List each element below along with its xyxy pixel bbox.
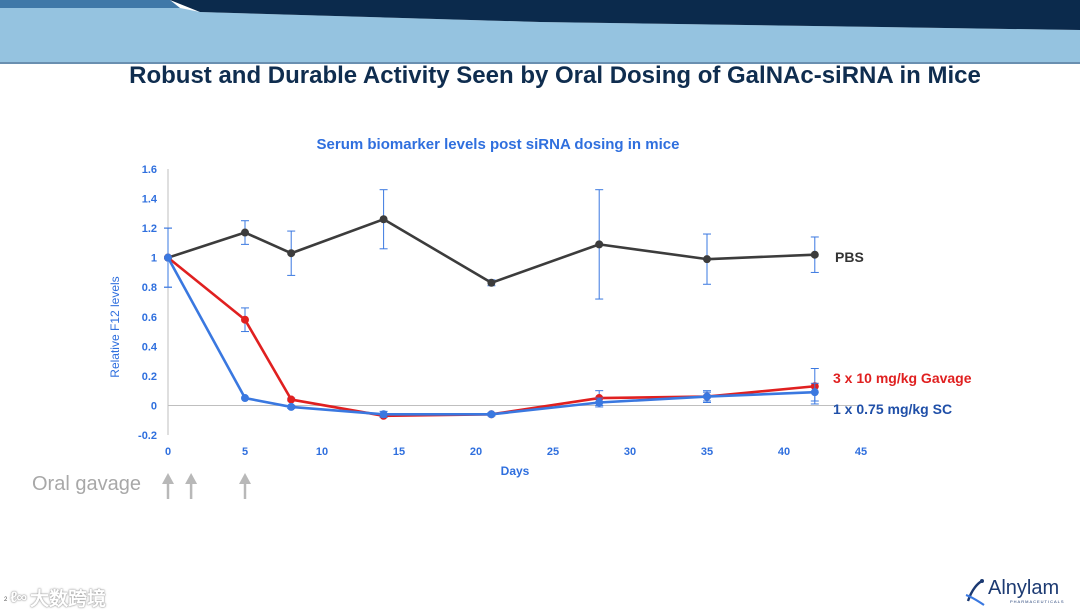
y-tick-label-7: 1.2 <box>142 223 157 235</box>
pbs-line <box>167 217 815 285</box>
banner-light-band <box>0 8 1080 62</box>
pbs-point-6 <box>703 255 711 264</box>
y-tick-label-2: 0.2 <box>142 371 157 383</box>
pbs-point-3 <box>379 215 388 224</box>
1-x-0-75-mg-kg-sc-point-0 <box>164 253 172 262</box>
watermark-logo: ℓ∞ <box>10 589 27 606</box>
3-x-10-mg-kg-gavage-point-1 <box>241 315 249 324</box>
logo-mark <box>965 579 985 606</box>
y-axis-title: Relative F12 levels <box>108 276 122 377</box>
slide-title: Robust and Durable Activity Seen by Oral… <box>129 62 981 89</box>
y-tick-label-1: 0 <box>151 400 157 412</box>
x-tick-label-3: 15 <box>393 446 405 458</box>
y-tick-label-8: 1.4 <box>142 194 158 206</box>
y-tick-label-4: 0.6 <box>142 312 157 324</box>
3-x-10-mg-kg-gavage-point-2 <box>287 395 296 404</box>
3-x-10-mg-kg-gavage-series-label: 3 x 10 mg/kg Gavage <box>833 370 972 386</box>
x-tick-label-4: 20 <box>470 446 482 458</box>
x-tick-label-9: 45 <box>855 446 867 458</box>
alnylam-logo: Alnylam PHARMACEUTICALS <box>962 575 1077 609</box>
x-axis-title: Days <box>501 464 530 478</box>
oral-gavage-label: Oral gavage <box>32 473 141 495</box>
pbs-point-4 <box>487 278 496 287</box>
dose-arrow-head-0 <box>162 473 174 484</box>
watermark: ℓ∞ 大数跨境 <box>10 584 106 611</box>
x-tick-label-1: 5 <box>242 446 248 458</box>
1-x-0-75-mg-kg-sc-line <box>166 257 815 416</box>
watermark-text: 大数跨境 <box>30 589 107 610</box>
y-tick-label-3: 0.4 <box>142 341 158 353</box>
1-x-0-75-mg-kg-sc-series-label: 1 x 0.75 mg/kg SC <box>833 401 952 417</box>
pbs-point-2 <box>287 249 296 258</box>
y-tick-label-9: 1.6 <box>142 164 157 176</box>
header-banner <box>0 0 1080 66</box>
1-x-0-75-mg-kg-sc-point-4 <box>487 410 496 419</box>
pbs-series-label: PBS <box>835 249 864 265</box>
1-x-0-75-mg-kg-sc-point-2 <box>287 402 296 411</box>
1-x-0-75-mg-kg-sc-point-7 <box>810 388 819 397</box>
pbs-point-1 <box>241 228 249 237</box>
logo-text: Alnylam <box>988 577 1060 599</box>
1-x-0-75-mg-kg-sc-point-1 <box>241 394 249 403</box>
banner-rule <box>0 62 1080 64</box>
banner-dark-band <box>170 0 1080 30</box>
x-tick-label-6: 30 <box>624 446 636 458</box>
1-x-0-75-mg-kg-sc-point-5 <box>595 398 604 407</box>
banner-top-dark <box>0 0 180 8</box>
dose-arrow-head-1 <box>185 473 198 484</box>
pbs-point-5 <box>595 240 604 249</box>
logo-subtext: PHARMACEUTICALS <box>1010 599 1065 604</box>
page-number: 2 <box>4 597 8 603</box>
dose-arrow-head-2 <box>239 473 251 484</box>
y-tick-label-6: 1 <box>151 253 157 265</box>
x-tick-label-0: 0 <box>165 446 171 458</box>
chart-title: Serum biomarker levels post siRNA dosing… <box>316 136 680 153</box>
y-tick-label-5: 0.8 <box>142 282 157 294</box>
y-tick-label-0: -0.2 <box>138 430 157 442</box>
x-tick-label-5: 25 <box>547 446 559 458</box>
1-x-0-75-mg-kg-sc-point-3 <box>379 410 388 419</box>
x-tick-label-8: 40 <box>778 446 790 458</box>
pbs-point-7 <box>810 250 819 259</box>
x-tick-label-7: 35 <box>701 446 713 458</box>
1-x-0-75-mg-kg-sc-point-6 <box>703 392 711 401</box>
x-tick-label-2: 10 <box>316 446 328 458</box>
